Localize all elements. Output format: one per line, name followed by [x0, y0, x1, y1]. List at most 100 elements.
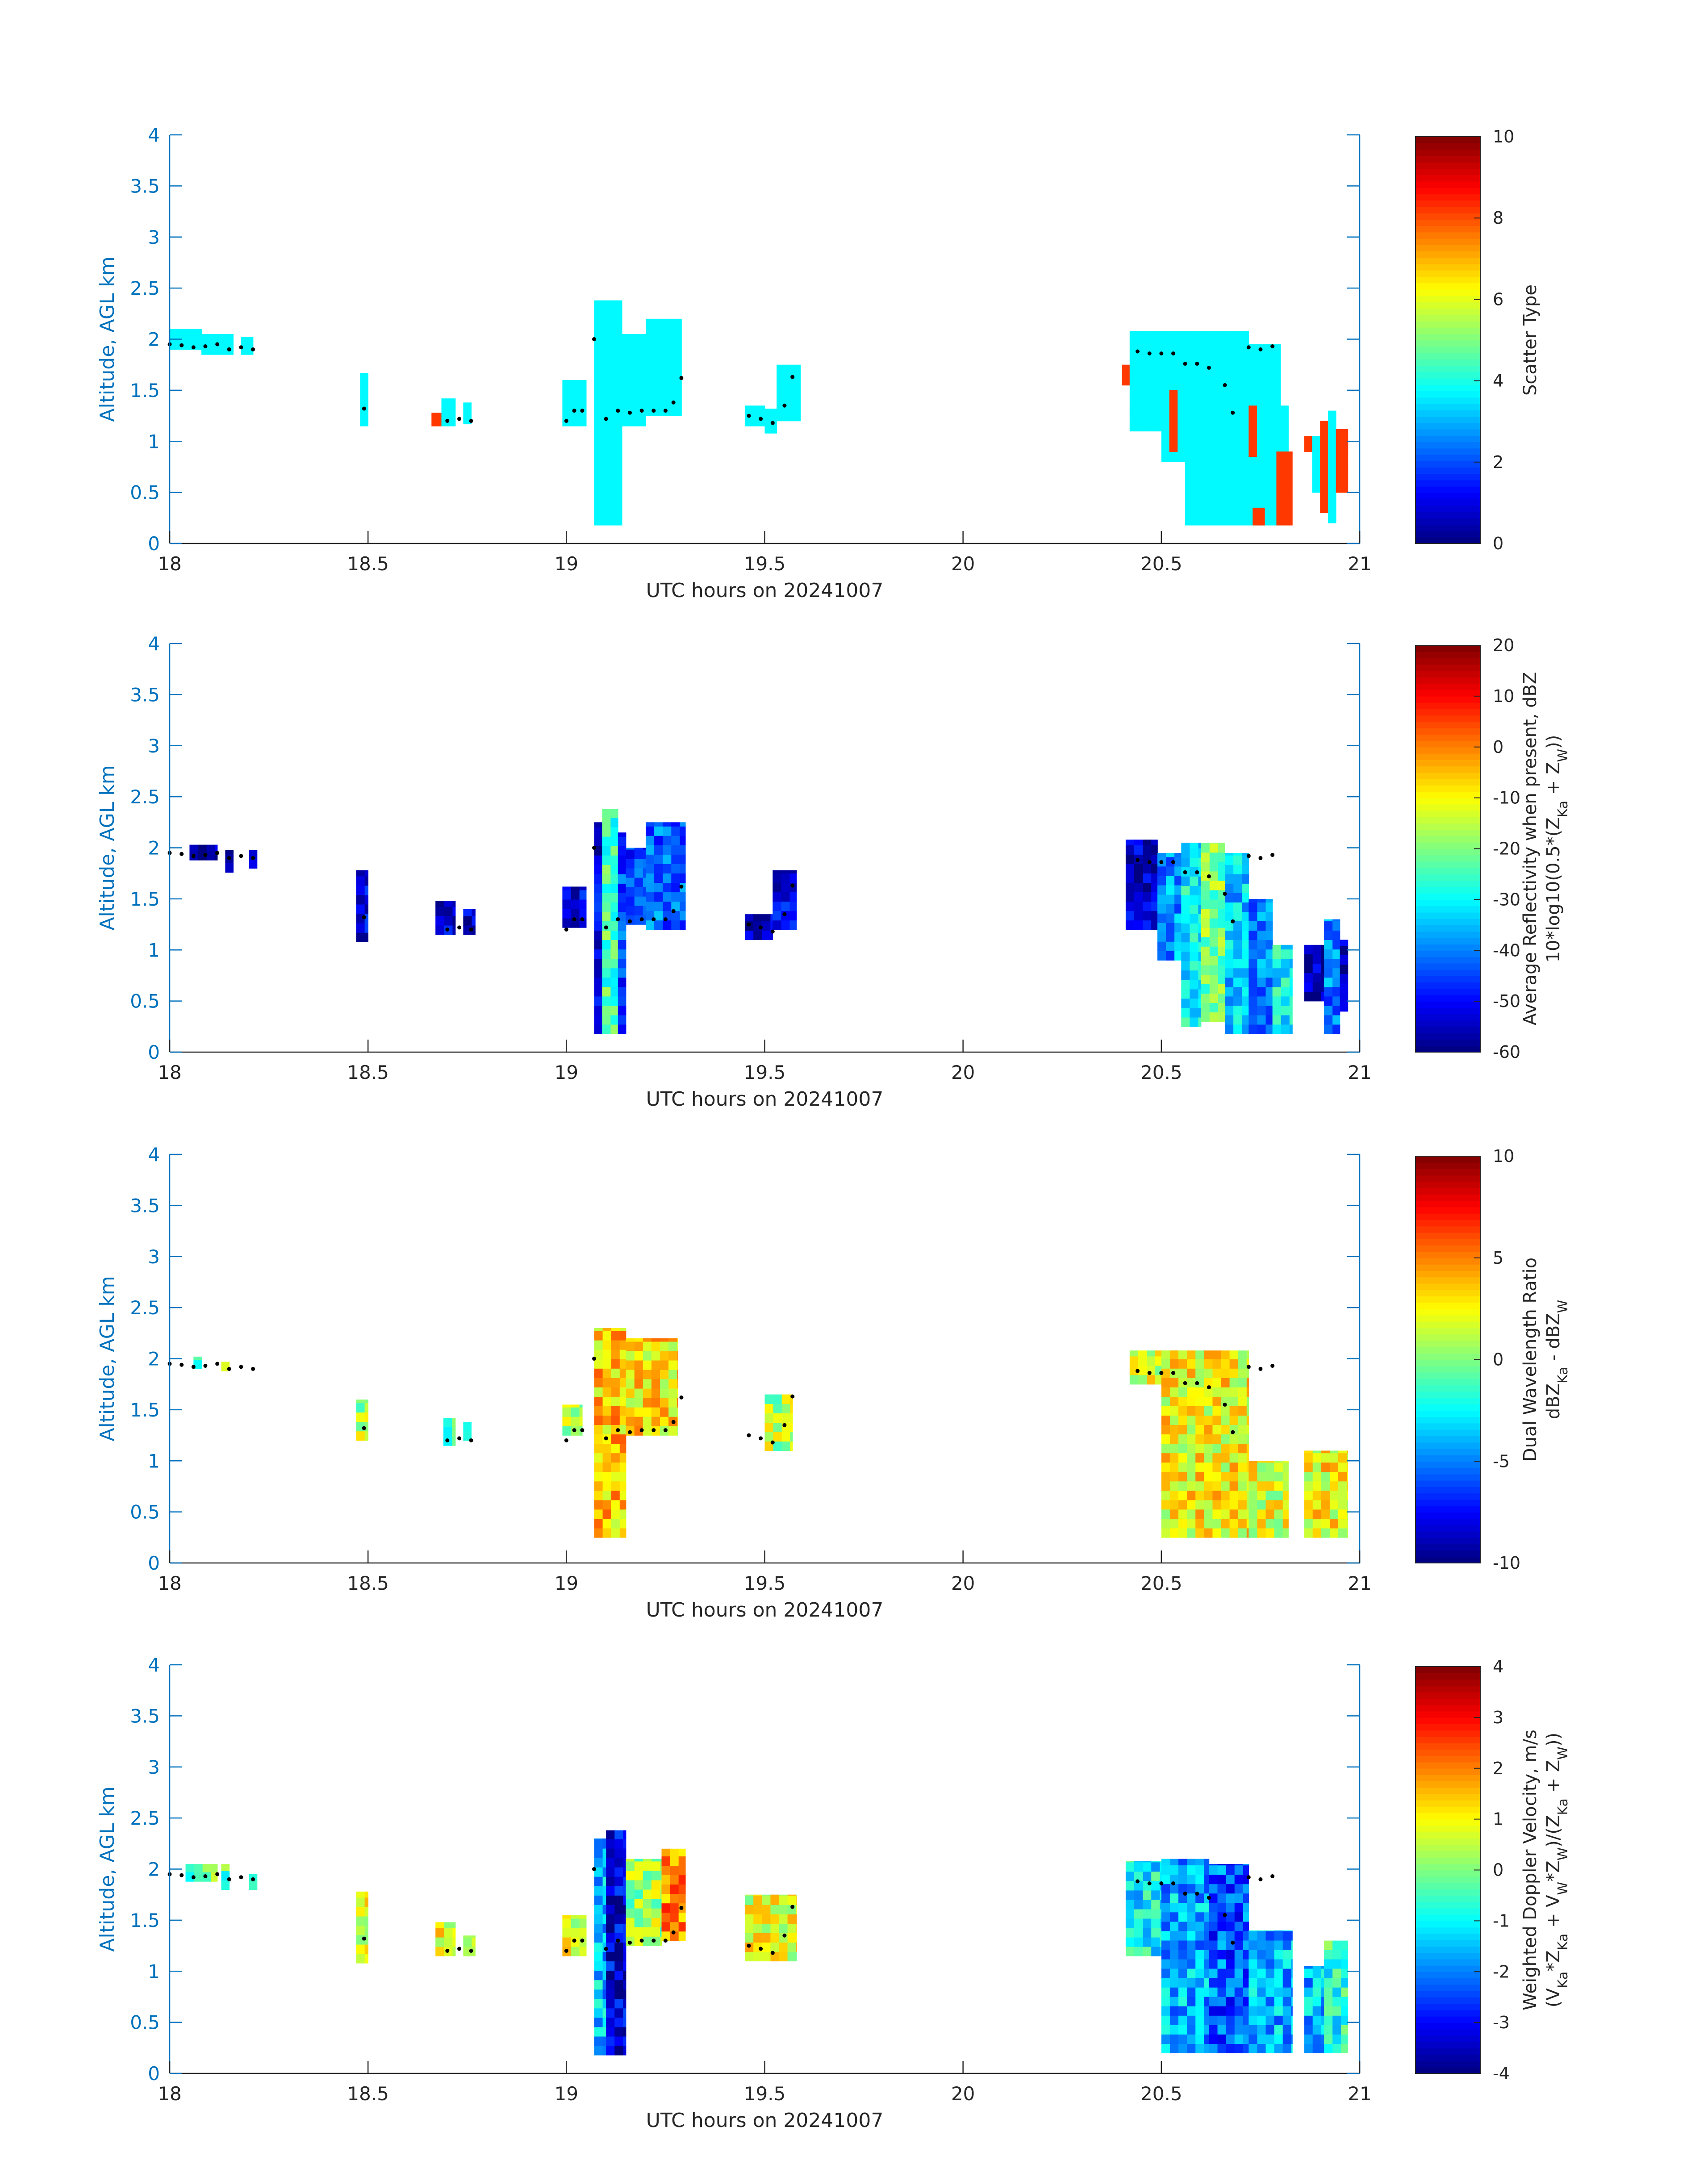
data-cell — [1151, 845, 1158, 855]
data-cell — [1257, 468, 1266, 479]
data-cell — [602, 958, 611, 969]
data-cell — [1249, 409, 1257, 420]
data-cell — [1243, 1921, 1249, 1931]
cloud-base-dot — [191, 1875, 196, 1880]
cloud-base-dot — [770, 421, 775, 425]
data-cell — [185, 1864, 195, 1872]
colorbar-label: Scatter Type — [1520, 284, 1541, 396]
data-cell — [594, 1406, 603, 1416]
data-cell — [602, 809, 611, 818]
data-cell — [1125, 1871, 1135, 1881]
data-cell — [663, 826, 672, 836]
data-cell — [611, 327, 620, 338]
data-cell — [622, 369, 631, 380]
data-cell — [654, 350, 663, 360]
data-cell — [1228, 422, 1237, 432]
data-cell — [1229, 1350, 1239, 1359]
data-cell — [594, 1434, 603, 1444]
data-cell — [1312, 1462, 1322, 1472]
data-cell — [1282, 1500, 1289, 1510]
cloud-base-dots — [167, 846, 1275, 934]
cloud-base-dot — [604, 417, 608, 421]
cloud-base-dot — [770, 929, 775, 934]
data-cell — [1187, 2043, 1196, 2053]
data-cell — [452, 1436, 456, 1446]
data-cell — [1274, 1977, 1283, 1988]
data-cell — [1304, 1528, 1313, 1538]
x-tick-label: 21 — [1348, 2083, 1371, 2105]
cloud-base-dot — [457, 1436, 461, 1441]
data-cell — [606, 2045, 615, 2056]
data-cell — [643, 886, 646, 897]
data-cell — [1219, 331, 1228, 338]
data-cell — [1304, 1490, 1313, 1500]
data-cell — [594, 968, 603, 978]
data-cell — [1265, 911, 1273, 921]
x-tick-label: 20.5 — [1140, 553, 1182, 575]
data-cell — [777, 364, 786, 375]
data-cell — [1185, 431, 1194, 441]
data-cell — [1218, 946, 1225, 956]
data-cell — [602, 855, 611, 865]
data-cell — [571, 908, 580, 919]
colorbar-swatch — [1416, 1379, 1480, 1386]
data-cell — [1217, 1930, 1227, 1941]
data-cell — [1289, 958, 1293, 969]
data-cell — [1249, 459, 1258, 469]
data-cell — [764, 1432, 774, 1442]
colorbar-swatch — [1416, 499, 1480, 506]
data-cell — [614, 1980, 624, 1990]
data-cell — [1161, 424, 1170, 434]
data-cell — [356, 1431, 365, 1441]
colorbar-swatch — [1416, 2067, 1480, 2074]
data-cell — [680, 397, 682, 407]
data-cell — [1219, 356, 1228, 366]
data-cell — [1212, 1443, 1222, 1454]
data-cell — [1312, 2015, 1322, 2025]
data-cell — [1249, 1481, 1258, 1491]
data-cell — [643, 1341, 652, 1351]
data-cell — [1274, 1949, 1283, 1960]
data-cell — [626, 1341, 635, 1351]
data-cell — [680, 892, 686, 902]
data-cell — [660, 1859, 662, 1862]
data-cell — [1194, 331, 1203, 338]
data-cell — [1185, 375, 1194, 384]
data-cell — [1151, 1880, 1161, 1891]
data-cell — [610, 1005, 618, 1015]
data-cell — [1236, 331, 1245, 338]
data-cell — [611, 347, 620, 356]
data-cell — [781, 882, 790, 893]
cloud-base-dot — [564, 1438, 568, 1442]
data-cell — [614, 1923, 624, 1933]
data-cell — [1198, 923, 1202, 933]
data-cell — [634, 1859, 643, 1862]
data-cell — [1332, 1024, 1341, 1034]
data-cell — [1212, 1350, 1222, 1359]
data-cell — [779, 1905, 788, 1914]
data-cell — [594, 1024, 603, 1034]
data-cell — [654, 864, 663, 873]
data-cell — [1233, 855, 1242, 865]
data-cell — [1151, 854, 1158, 864]
data-cell — [626, 1880, 635, 1890]
data-cell — [1178, 1977, 1187, 1988]
data-cell — [671, 911, 681, 921]
cloud-base-dot — [592, 846, 596, 850]
colorbar-tick-label: 4 — [1493, 371, 1503, 391]
data-cell — [440, 413, 442, 417]
data-cell — [1161, 1509, 1170, 1519]
data-cell — [1265, 1977, 1275, 1988]
y-tick-label: 0 — [148, 1552, 160, 1574]
data-cell — [602, 874, 611, 884]
data-cell — [1166, 875, 1175, 886]
data-cell — [1202, 337, 1211, 347]
data-cell — [602, 1462, 612, 1472]
data-cell — [1229, 1406, 1239, 1416]
data-cell — [1249, 1997, 1258, 2006]
data-cell — [1265, 506, 1275, 516]
data-cell — [1246, 1443, 1249, 1454]
data-cell — [654, 318, 663, 322]
cloud-base-dot — [1270, 1874, 1275, 1878]
data-cell — [1257, 996, 1266, 1006]
